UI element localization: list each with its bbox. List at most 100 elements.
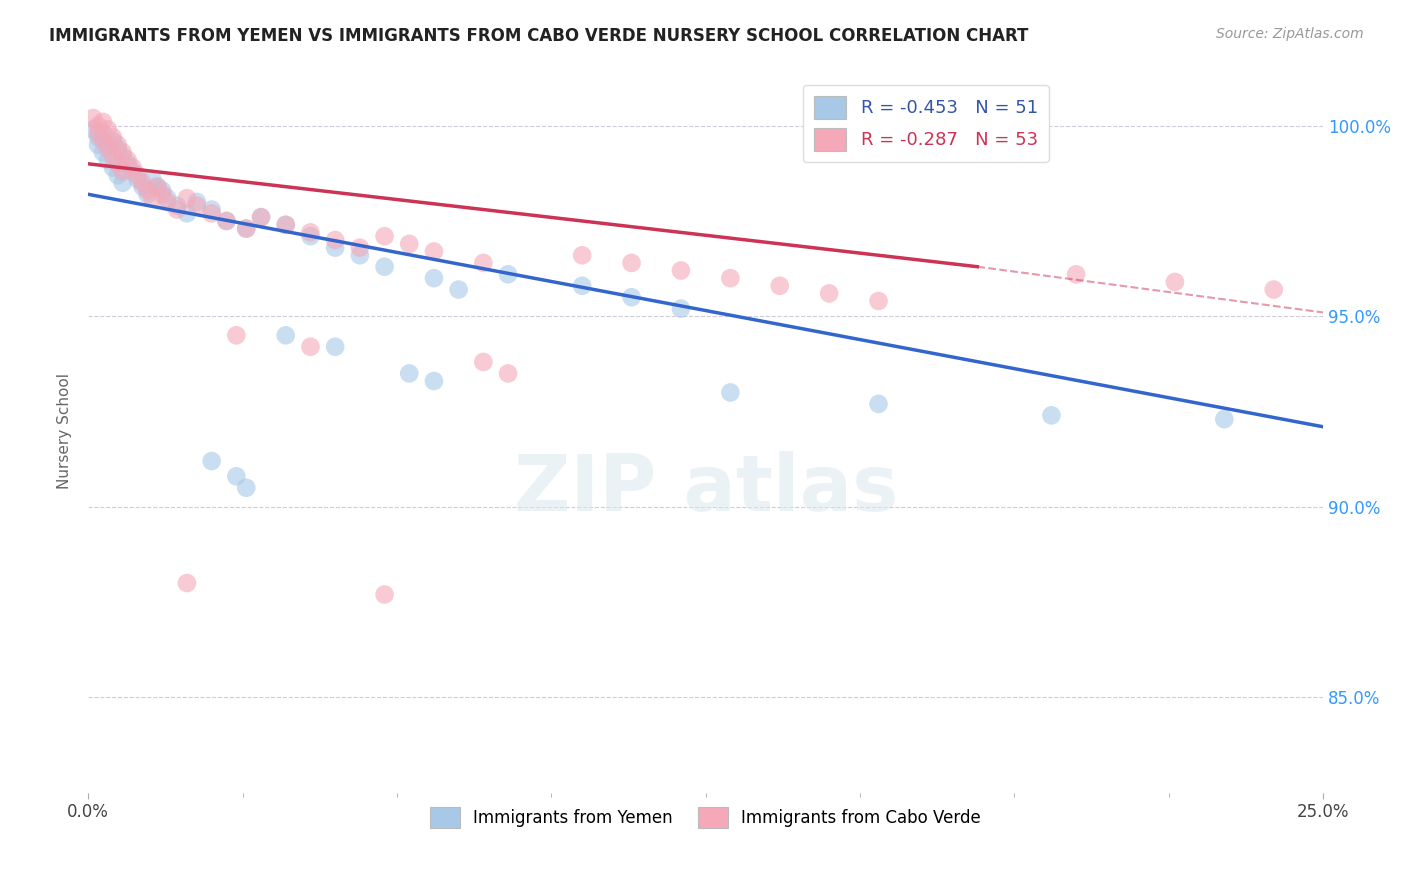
Legend: Immigrants from Yemen, Immigrants from Cabo Verde: Immigrants from Yemen, Immigrants from C… bbox=[423, 800, 988, 835]
Point bbox=[91, 115, 114, 129]
Point bbox=[91, 145, 114, 160]
Point bbox=[299, 226, 322, 240]
Point bbox=[111, 164, 134, 178]
Point bbox=[136, 187, 159, 202]
Point bbox=[97, 122, 120, 136]
Point bbox=[97, 142, 120, 156]
Point bbox=[447, 283, 470, 297]
Point bbox=[818, 286, 841, 301]
Point bbox=[156, 191, 179, 205]
Point bbox=[136, 184, 159, 198]
Point bbox=[769, 278, 792, 293]
Point bbox=[1263, 283, 1285, 297]
Point bbox=[669, 263, 692, 277]
Point bbox=[107, 168, 129, 182]
Point bbox=[176, 206, 198, 220]
Point bbox=[323, 340, 346, 354]
Point bbox=[201, 206, 224, 220]
Point bbox=[323, 233, 346, 247]
Text: IMMIGRANTS FROM YEMEN VS IMMIGRANTS FROM CABO VERDE NURSERY SCHOOL CORRELATION C: IMMIGRANTS FROM YEMEN VS IMMIGRANTS FROM… bbox=[49, 27, 1029, 45]
Point bbox=[101, 134, 124, 148]
Point bbox=[349, 248, 371, 262]
Point bbox=[91, 126, 114, 140]
Point bbox=[868, 397, 890, 411]
Point bbox=[131, 176, 153, 190]
Point bbox=[127, 172, 149, 186]
Point bbox=[1040, 409, 1063, 423]
Point bbox=[718, 271, 741, 285]
Point bbox=[299, 229, 322, 244]
Point bbox=[87, 119, 110, 133]
Point bbox=[274, 328, 297, 343]
Point bbox=[571, 278, 593, 293]
Point bbox=[1213, 412, 1236, 426]
Point bbox=[374, 587, 396, 601]
Point bbox=[156, 194, 179, 209]
Point bbox=[423, 244, 446, 259]
Point bbox=[97, 153, 120, 167]
Point bbox=[496, 268, 519, 282]
Point bbox=[718, 385, 741, 400]
Point bbox=[107, 157, 129, 171]
Point bbox=[117, 153, 139, 167]
Point bbox=[186, 194, 208, 209]
Point bbox=[215, 214, 238, 228]
Point bbox=[868, 293, 890, 308]
Point bbox=[146, 179, 169, 194]
Point bbox=[398, 236, 420, 251]
Point bbox=[201, 202, 224, 217]
Point bbox=[669, 301, 692, 316]
Point bbox=[166, 199, 188, 213]
Point bbox=[111, 145, 134, 160]
Point bbox=[374, 260, 396, 274]
Point bbox=[423, 271, 446, 285]
Point bbox=[107, 142, 129, 156]
Point bbox=[235, 481, 257, 495]
Point bbox=[91, 134, 114, 148]
Point bbox=[299, 340, 322, 354]
Point bbox=[131, 179, 153, 194]
Point bbox=[620, 290, 643, 304]
Point bbox=[82, 111, 104, 125]
Point bbox=[141, 172, 163, 186]
Point bbox=[215, 214, 238, 228]
Point bbox=[166, 202, 188, 217]
Point bbox=[1164, 275, 1187, 289]
Point bbox=[374, 229, 396, 244]
Point bbox=[121, 161, 143, 175]
Point bbox=[141, 191, 163, 205]
Point bbox=[87, 137, 110, 152]
Point bbox=[274, 218, 297, 232]
Point bbox=[186, 199, 208, 213]
Point bbox=[235, 221, 257, 235]
Point bbox=[398, 367, 420, 381]
Point bbox=[225, 469, 247, 483]
Point bbox=[472, 256, 495, 270]
Point bbox=[250, 210, 273, 224]
Text: Source: ZipAtlas.com: Source: ZipAtlas.com bbox=[1216, 27, 1364, 41]
Point bbox=[107, 137, 129, 152]
Point bbox=[176, 191, 198, 205]
Point bbox=[201, 454, 224, 468]
Point bbox=[97, 137, 120, 152]
Point bbox=[150, 184, 173, 198]
Point bbox=[121, 164, 143, 178]
Point bbox=[250, 210, 273, 224]
Point bbox=[620, 256, 643, 270]
Point bbox=[101, 149, 124, 163]
Point bbox=[150, 187, 173, 202]
Point bbox=[101, 161, 124, 175]
Point bbox=[146, 179, 169, 194]
Point bbox=[472, 355, 495, 369]
Point bbox=[423, 374, 446, 388]
Point bbox=[349, 241, 371, 255]
Point bbox=[127, 168, 149, 182]
Y-axis label: Nursery School: Nursery School bbox=[58, 373, 72, 489]
Point bbox=[1064, 268, 1087, 282]
Point bbox=[274, 218, 297, 232]
Point bbox=[82, 122, 104, 136]
Point bbox=[87, 130, 110, 145]
Point bbox=[323, 241, 346, 255]
Point bbox=[235, 221, 257, 235]
Point bbox=[111, 176, 134, 190]
